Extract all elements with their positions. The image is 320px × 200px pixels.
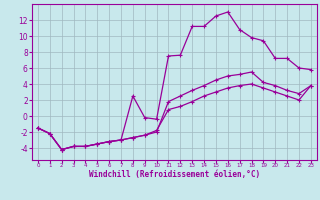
- X-axis label: Windchill (Refroidissement éolien,°C): Windchill (Refroidissement éolien,°C): [89, 170, 260, 179]
